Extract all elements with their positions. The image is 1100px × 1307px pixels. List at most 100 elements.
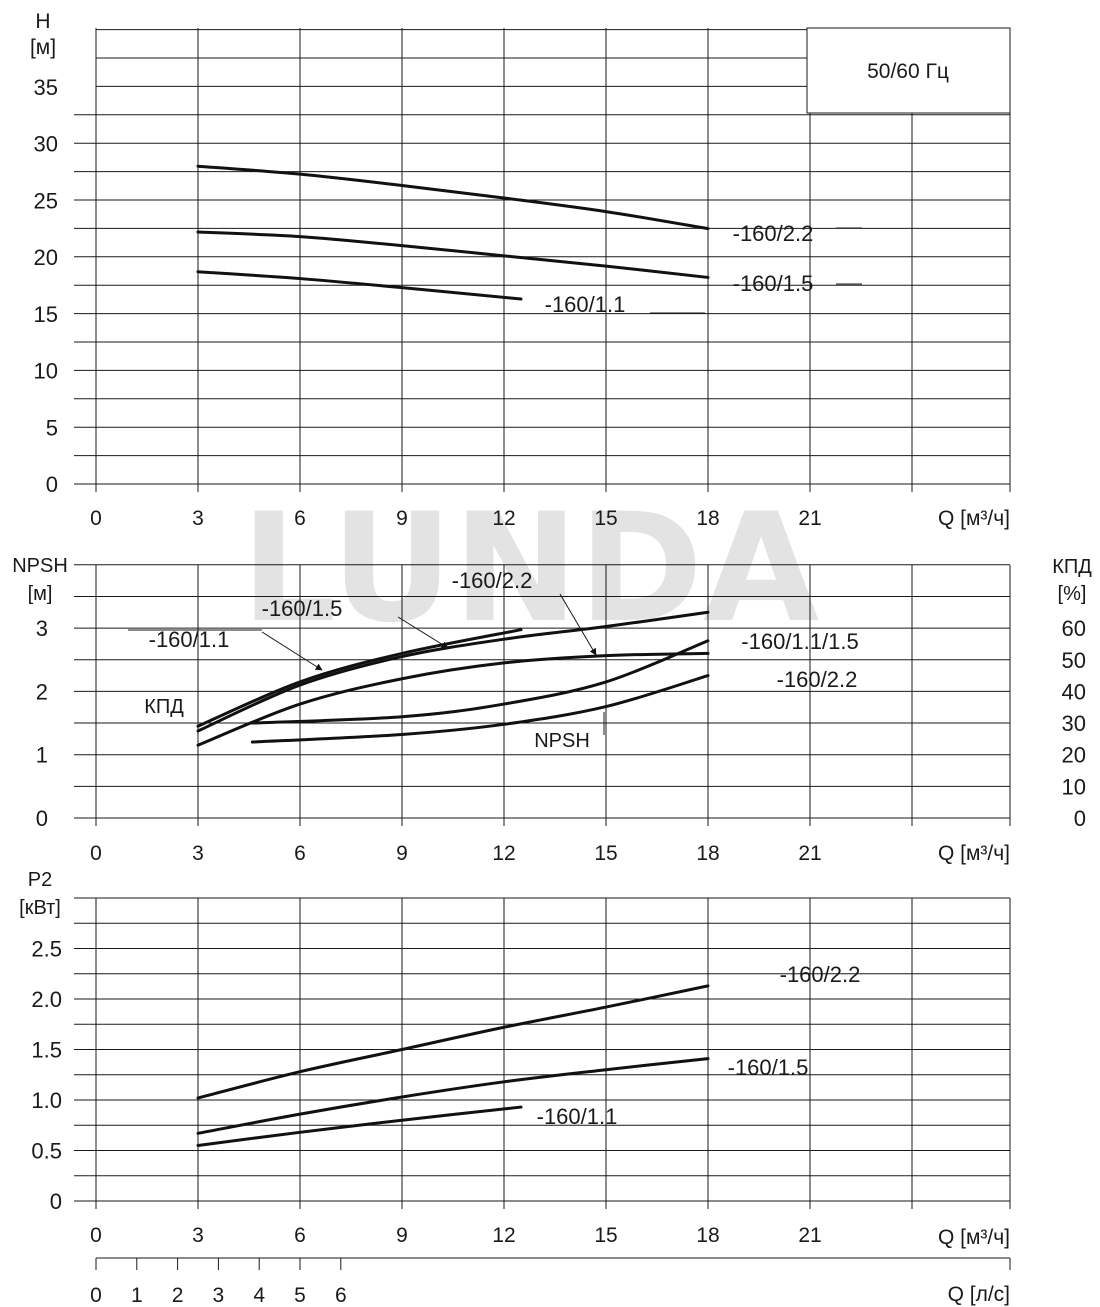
x-tick-label: 3 xyxy=(192,1224,204,1247)
y-tick-label: 2.0 xyxy=(31,987,62,1012)
x-tick-label: 0 xyxy=(90,1224,102,1247)
y-tick-label-left: 0 xyxy=(36,806,48,831)
y-tick-label-right: 40 xyxy=(1062,679,1086,704)
x-tick-label: 9 xyxy=(396,842,408,865)
frequency-box xyxy=(806,27,1011,114)
x-tick-label: 18 xyxy=(696,842,719,865)
eff-series-label-1-5: -160/1.5 xyxy=(262,596,343,621)
flow-ls-tick-label: 0 xyxy=(90,1284,102,1307)
y-tick-label-left: 3 xyxy=(36,616,48,641)
flow-ls-tick-label: 3 xyxy=(213,1284,225,1307)
flow-ls-tick-label: 2 xyxy=(172,1284,184,1307)
y-tick-label: 0 xyxy=(50,1189,62,1214)
x-tick-label: 15 xyxy=(594,1224,617,1247)
x-tick-label: 9 xyxy=(396,507,408,530)
flow-ls-axis-label: Q [л/с] xyxy=(948,1283,1010,1306)
npsh-axis-symbol: NPSH xyxy=(12,555,68,577)
y-tick-label: 15 xyxy=(34,302,58,327)
efficiency-axis-unit: [%] xyxy=(1058,583,1087,605)
y-tick-label: 2.5 xyxy=(31,937,62,962)
x-tick-label: 21 xyxy=(798,1224,821,1247)
y-tick-label: 35 xyxy=(34,75,58,100)
power-series-label-2-2: -160/2.2 xyxy=(780,962,861,987)
head-series-label-2-2: -160/2.2 xyxy=(733,221,814,246)
x-tick-label: 3 xyxy=(192,842,204,865)
npsh-eff-curve-1 xyxy=(196,610,710,733)
y-tick-label: 25 xyxy=(34,188,58,213)
y-tick-label: 20 xyxy=(34,245,58,270)
x-tick-label: 15 xyxy=(594,842,617,865)
power-axis-unit: [кВт] xyxy=(19,897,61,919)
npsh-eff-curve-2 xyxy=(196,651,710,747)
head-series-label-1-5: -160/1.5 xyxy=(733,271,814,296)
x-tick-label: 15 xyxy=(594,507,617,530)
watermark: LUNDA xyxy=(241,482,819,656)
head-curve-2 xyxy=(196,270,523,301)
x-tick-label: 12 xyxy=(492,842,515,865)
y-tick-label-right: 20 xyxy=(1062,743,1086,768)
power-curve-1 xyxy=(196,1057,710,1135)
x-tick-label: 18 xyxy=(696,507,719,530)
x-tick-label: 6 xyxy=(294,507,306,530)
leader-arrow xyxy=(261,631,323,671)
npsh-eff-curve-0 xyxy=(196,628,523,728)
power-curve-0 xyxy=(196,984,710,1100)
y-tick-label-right: 50 xyxy=(1062,648,1086,673)
eff-series-label-2-2: -160/2.2 xyxy=(452,568,533,593)
x-tick-label: 21 xyxy=(798,842,821,865)
leader-arrow xyxy=(559,593,597,656)
npsh-series-label-2-2: -160/2.2 xyxy=(777,667,858,692)
head-axis-symbol: H xyxy=(35,10,50,33)
npsh-series-label-1-1-1-5: -160/1.1/1.5 xyxy=(741,629,858,654)
y-tick-label-right: 0 xyxy=(1074,806,1086,831)
head-chart-panel: 0 5 10 15 20 25 30 35 0 3 6 9 12 15 18 21 xyxy=(34,27,1011,530)
x-tick-label: 18 xyxy=(696,1224,719,1247)
x-tick-label: 0 xyxy=(90,507,102,530)
flow-ls-tick-label: 4 xyxy=(253,1284,265,1307)
npsh-axis-unit: [м] xyxy=(28,583,53,605)
leader-arrow xyxy=(397,616,449,649)
efficiency-group-label: КПД xyxy=(144,696,184,718)
y-tick-label: 10 xyxy=(34,359,58,384)
x-tick-label: 0 xyxy=(90,842,102,865)
y-tick-label: 0 xyxy=(46,472,58,497)
power-x-axis-label: Q [м³/ч] xyxy=(938,1226,1010,1249)
head-curve-1 xyxy=(196,230,710,279)
efficiency-axis-symbol: КПД xyxy=(1052,556,1092,578)
npsh-eff-curve-3 xyxy=(250,639,710,725)
x-tick-label: 12 xyxy=(492,1224,515,1247)
power-axis-symbol: P2 xyxy=(28,869,52,891)
y-tick-label: 0.5 xyxy=(31,1139,62,1164)
head-axis-unit: [м] xyxy=(30,36,56,59)
npsh-x-axis-label: Q [м³/ч] xyxy=(938,842,1010,865)
x-tick-label: 3 xyxy=(192,507,204,530)
y-tick-label: 5 xyxy=(46,415,58,440)
power-series-label-1-5: -160/1.5 xyxy=(728,1055,809,1080)
power-chart-panel: 00.51.01.52.02.50 3 6 9 12 15 18 210 1 2 3 4 5 6 xyxy=(31,897,1011,1307)
eff-series-label-1-1: -160/1.1 xyxy=(149,627,230,652)
frequency-label: 50/60 Гц xyxy=(867,60,949,83)
y-tick-label-left: 1 xyxy=(36,743,48,768)
x-tick-label: 9 xyxy=(396,1224,408,1247)
head-x-axis-label: Q [м³/ч] xyxy=(938,507,1010,530)
y-tick-label-right: 30 xyxy=(1062,711,1086,736)
y-tick-label-left: 2 xyxy=(36,679,48,704)
x-tick-label: 6 xyxy=(294,842,306,865)
y-tick-label-right: 10 xyxy=(1062,774,1086,799)
head-curve-0 xyxy=(196,164,710,231)
y-tick-label: 30 xyxy=(34,132,58,157)
flow-ls-tick-label: 6 xyxy=(335,1284,347,1307)
head-series-label-1-1: -160/1.1 xyxy=(545,292,626,317)
x-tick-label: 21 xyxy=(798,507,821,530)
y-tick-label: 1.0 xyxy=(31,1088,62,1113)
power-series-label-1-1: -160/1.1 xyxy=(537,1104,618,1129)
flow-ls-tick-label: 1 xyxy=(131,1284,143,1307)
y-tick-label-right: 60 xyxy=(1062,616,1086,641)
flow-ls-tick-label: 5 xyxy=(294,1284,306,1307)
npsh-eff-curve-4 xyxy=(250,674,710,744)
power-curve-2 xyxy=(196,1105,523,1147)
x-tick-label: 12 xyxy=(492,507,515,530)
npsh-group-label: NPSH xyxy=(534,730,590,752)
